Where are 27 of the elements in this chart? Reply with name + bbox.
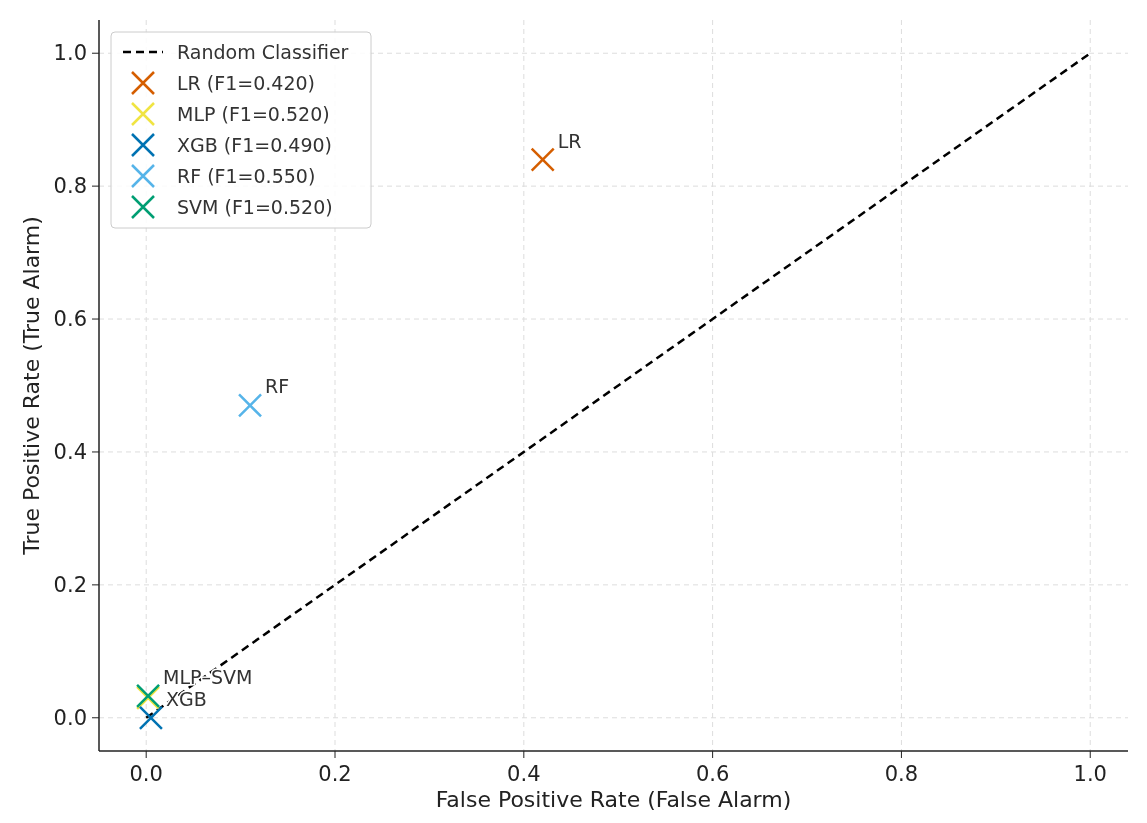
legend-label: Random Classifier xyxy=(177,41,349,63)
point xyxy=(138,705,164,731)
y-tick-label: 0.8 xyxy=(53,174,87,199)
annotation: RF xyxy=(265,375,290,398)
x-axis-title: False Positive Rate (False Alarm) xyxy=(435,787,792,812)
y-tick-label: 0.4 xyxy=(53,439,87,464)
legend-label: XGB (F1=0.490) xyxy=(177,134,332,156)
legend-label: SVM (F1=0.520) xyxy=(177,196,333,218)
y-tick-label: 0.0 xyxy=(53,705,87,730)
annotation: XGB xyxy=(165,687,207,710)
y-axis-title: True Positive Rate (True Alarm) xyxy=(19,216,44,556)
legend-label: MLP (F1=0.520) xyxy=(177,103,330,125)
legend-label: LR (F1=0.420) xyxy=(177,72,315,94)
x-tick-label: 0.4 xyxy=(507,762,541,786)
point xyxy=(530,147,555,172)
y-tick-label: 0.2 xyxy=(53,572,87,597)
point xyxy=(237,393,263,418)
x-tick-label: 0.2 xyxy=(318,762,352,786)
y-tick-label: 1.0 xyxy=(53,41,87,66)
legend-label: RF (F1=0.550) xyxy=(177,165,316,187)
x-tick-label: 0.0 xyxy=(129,762,163,786)
annotation: LR xyxy=(557,129,582,152)
x-tick-label: 0.6 xyxy=(695,762,730,786)
y-tick-label: 0.6 xyxy=(53,307,87,332)
annotation: MLP–SVM xyxy=(163,665,253,688)
x-tick-label: 0.8 xyxy=(884,762,919,786)
x-tick-label: 1.0 xyxy=(1073,762,1107,786)
